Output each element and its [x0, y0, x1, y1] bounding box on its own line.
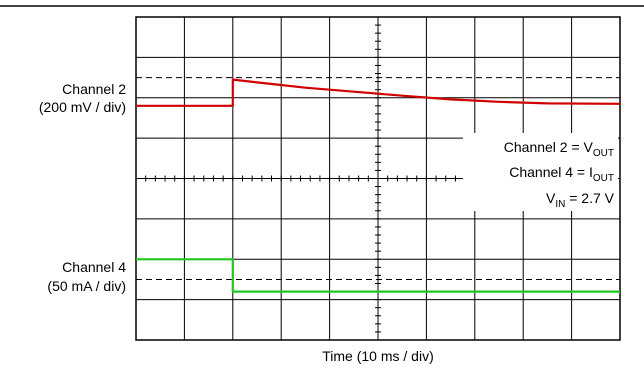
channel-2-label: Channel 2 — [62, 81, 126, 97]
annotation-box: Channel 2 = VOUT Channel 4 = IOUT VIN = … — [463, 133, 618, 211]
channel-4-trace — [136, 258, 620, 293]
channel-4-scale: (50 mA / div) — [47, 278, 126, 294]
channel-2-scale: (200 mV / div) — [39, 99, 126, 115]
channel-4-label: Channel 4 — [62, 259, 126, 275]
annotation-iout: Channel 4 = IOUT — [509, 164, 614, 184]
x-axis-label: Time (10 ms / div) — [322, 348, 434, 364]
annotation-background — [463, 133, 618, 211]
traces — [136, 78, 621, 293]
reference-lines — [136, 77, 620, 280]
annotation-vout: Channel 2 = VOUT — [504, 139, 614, 159]
annotation-vin: VIN = 2.7 V — [546, 190, 615, 210]
channel-2-trace — [136, 78, 621, 107]
